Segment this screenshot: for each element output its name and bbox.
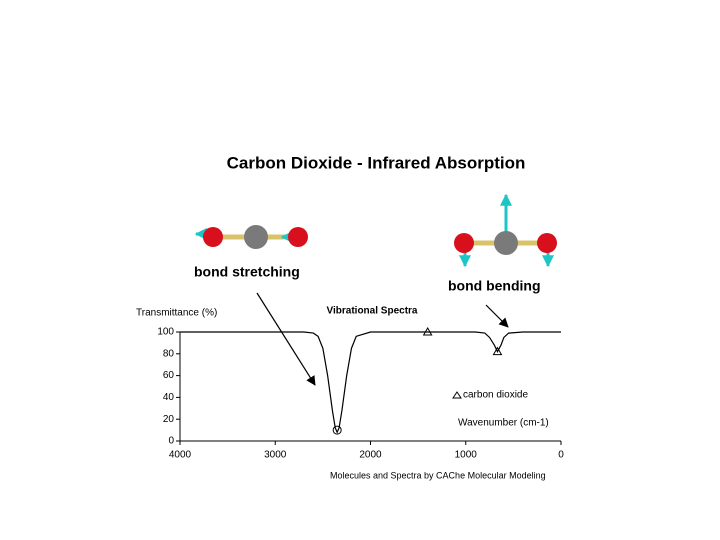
legend-symbol [452,391,462,399]
chart-title: Carbon Dioxide - Infrared Absorption [227,153,526,172]
x-tick-label: 2000 [359,450,382,461]
x-tick-label: 3000 [264,450,287,461]
y-tick-label: 0 [168,436,174,447]
x-tick-label: 1000 [455,450,478,461]
molecule-stretching [194,225,308,249]
credit: Molecules and Spectra by CAChe Molecular… [330,470,546,480]
y-tick-label: 20 [163,414,175,425]
y-tick-label: 40 [163,392,175,403]
peak-marker [492,346,503,356]
y-tick-label: 80 [163,348,175,359]
x-tick-label: 4000 [169,450,192,461]
y-axis-label: Transmittance (%) [136,308,217,319]
annotation: bond bending [448,278,541,294]
x-tick-label: 0 [558,450,564,461]
peak-marker [332,425,342,435]
legend-label: carbon dioxide [463,390,528,401]
pointer-arrow [485,304,509,328]
x-axis-label: Wavenumber (cm-1) [458,418,549,429]
pointer-arrow [256,292,316,386]
spectrum-line [180,331,561,434]
peak-marker [422,326,433,336]
y-tick-label: 60 [163,370,175,381]
annotation: bond stretching [194,264,300,280]
y-tick-label: 100 [157,327,174,338]
subtitle: Vibrational Spectra [327,306,418,317]
molecule-bending [454,193,557,268]
